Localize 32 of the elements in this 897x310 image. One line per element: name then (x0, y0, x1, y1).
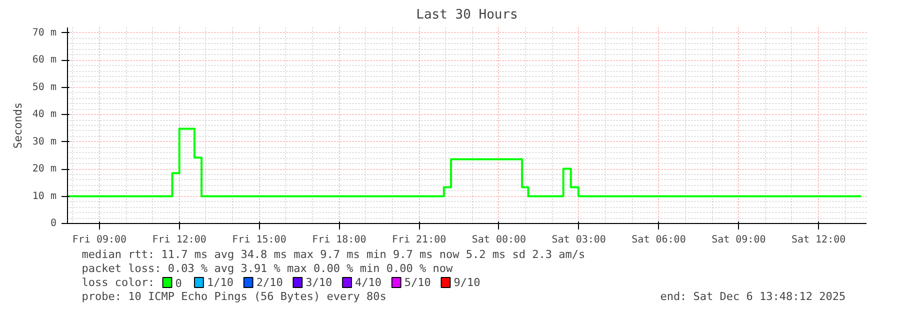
x-tick-label: Sat 09:00 (712, 234, 766, 246)
y-tick-label: 60 m (32, 54, 57, 66)
text: probe: 10 ICMP Echo Pings (56 Bytes) every 80s (82, 290, 386, 303)
y-tick-label: 0 (50, 218, 57, 229)
x-tick-label: Sat 12:00 (791, 234, 846, 246)
legend-label: 1/10 (206, 276, 234, 289)
text: median rtt: 11.7 ms avg 34.8 ms max 9.7 ms min 9.7 ms now 5.2 ms sd 2.3 am/s (82, 248, 586, 261)
legend-label: 5/10 (404, 276, 431, 289)
x-tick-label: Fri 12:00 (152, 234, 206, 246)
legend-label: 4/10 (355, 276, 382, 289)
legend-label: 3/10 (306, 276, 332, 289)
x-tick-label: Sat 06:00 (632, 234, 686, 246)
y-tick-label: 30 m (32, 136, 57, 148)
legend-label: 9/10 (454, 276, 480, 289)
x-tick-label: Sat 00:00 (472, 234, 526, 246)
x-tick-label: Sat 03:00 (552, 234, 606, 246)
x-tick-label: Fri 15:00 (232, 234, 286, 246)
y-tick-label: 50 m (32, 82, 57, 93)
y-tick-label: 10 m (32, 190, 57, 202)
y-tick-label: 20 m (32, 164, 57, 175)
legend-label: 0 (175, 277, 182, 290)
y-tick-label: 70 m (32, 27, 57, 38)
legend-label: 2/10 (256, 276, 283, 289)
legend-title: loss color: (82, 276, 155, 289)
chart-title: Last 30 Hours (416, 8, 518, 22)
y-axis-title: Seconds (11, 102, 24, 149)
x-tick-label: Fri 21:00 (392, 234, 446, 246)
y-tick-label: 40 m (32, 109, 57, 120)
x-tick-label: Fri 18:00 (312, 234, 366, 246)
x-tick-label: Fri 09:00 (72, 234, 127, 246)
text: packet loss: 0.03 % avg 3.91 % max 0.00 % min 0.00 % now (82, 262, 453, 275)
text: end: Sat Dec 6 13:48:12 2025 (660, 290, 846, 303)
